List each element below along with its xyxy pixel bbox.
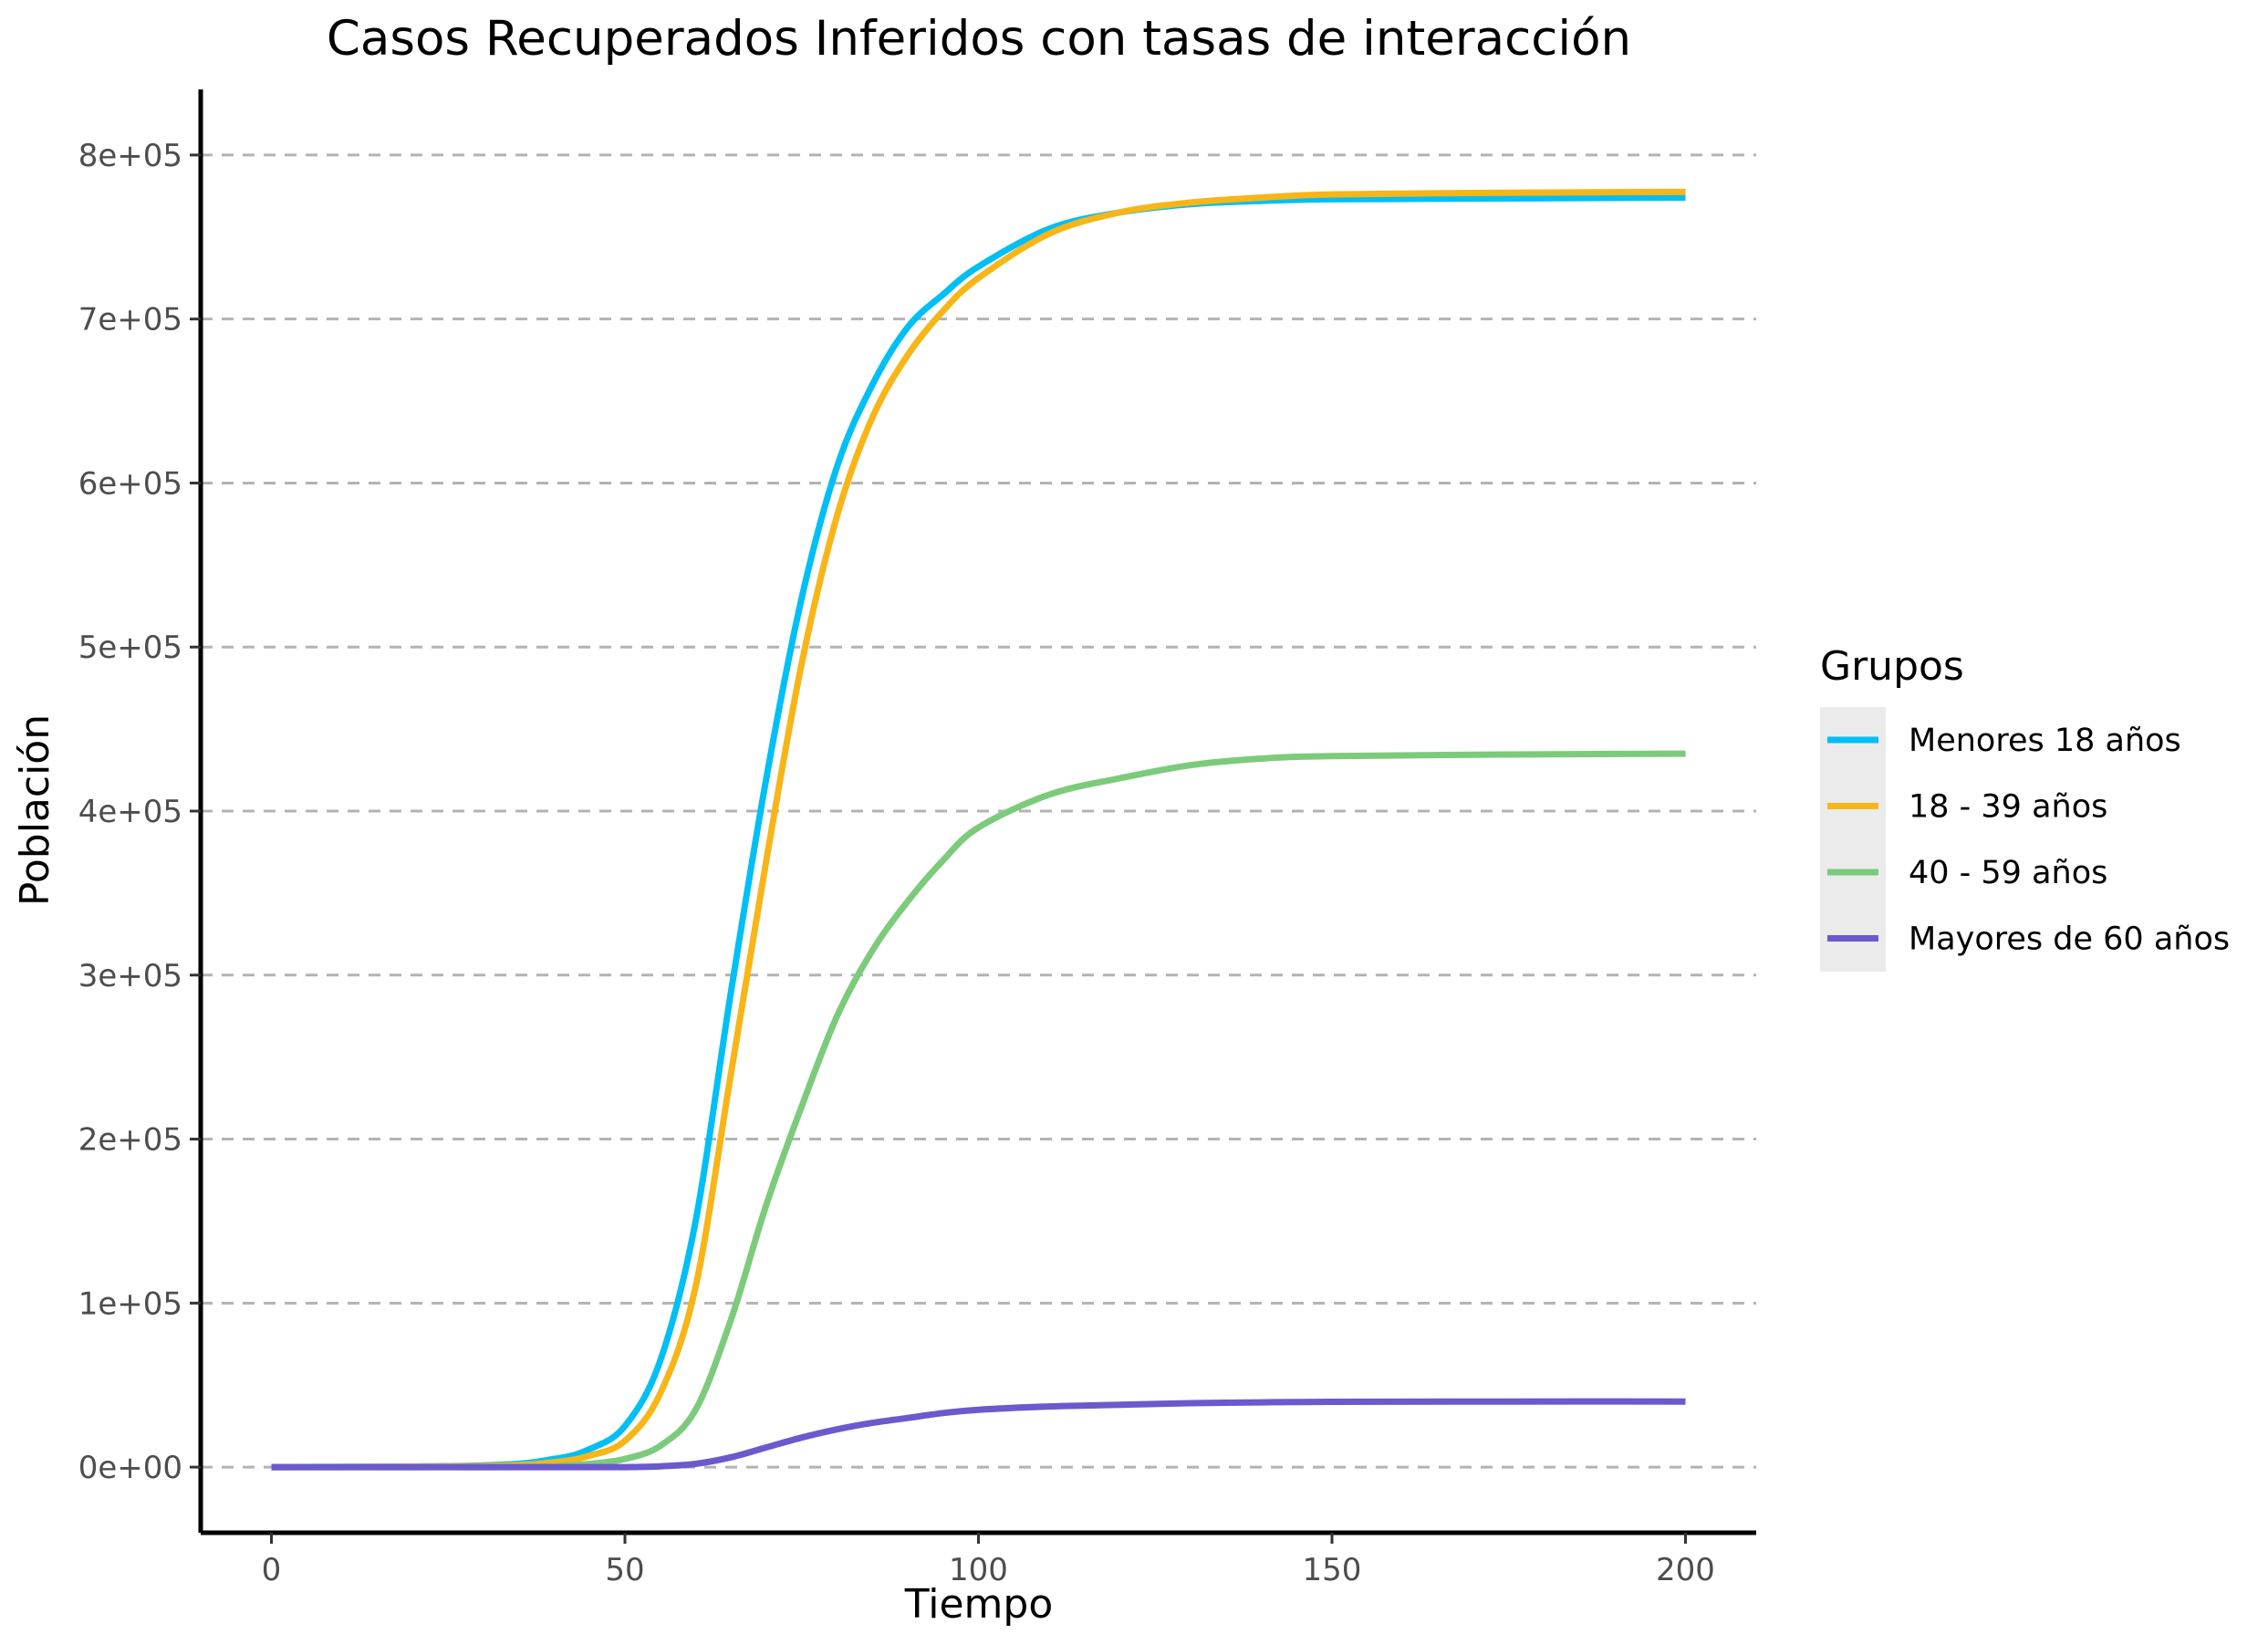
x-axis-title: Tiempo <box>904 1581 1054 1628</box>
legend-label-2: 40 - 59 años <box>1909 855 2107 891</box>
legend-label-3: Mayores de 60 años <box>1909 921 2230 958</box>
series-line-3 <box>271 1398 1686 1471</box>
legend-items: Menores 18 años 18 - 39 años 40 - 59 años M… <box>1827 723 2230 958</box>
x-axis-ticks: 0 50 100 150 200 <box>262 1533 1715 1588</box>
legend-title: Grupos <box>1820 643 1964 690</box>
x-tick-label: 50 <box>605 1552 644 1588</box>
y-tick-label: 0e+00 <box>78 1450 182 1486</box>
y-tick-label: 5e+05 <box>78 630 182 666</box>
legend-label-1: 18 - 39 años <box>1909 789 2107 826</box>
y-tick-label: 8e+05 <box>78 138 182 174</box>
legend-key-background <box>1820 707 1886 972</box>
x-tick-label: 0 <box>262 1552 282 1588</box>
x-tick-label: 150 <box>1303 1552 1362 1588</box>
x-tick-label: 200 <box>1656 1552 1715 1588</box>
chart-title: Casos Recuperados Inferidos con tasas de… <box>327 11 1631 67</box>
y-axis-ticks: 0e+00 1e+05 2e+05 3e+05 4e+05 5e+05 6e+05 7e+05… <box>78 138 201 1486</box>
grid <box>201 153 1756 1469</box>
y-tick-label: 1e+05 <box>78 1285 182 1322</box>
series-line-2 <box>271 750 1686 1471</box>
series-line-1 <box>271 188 1686 1471</box>
legend-label-0: Menores 18 años <box>1909 723 2181 759</box>
y-tick-label: 6e+05 <box>78 465 182 502</box>
y-tick-label: 4e+05 <box>78 794 182 830</box>
y-tick-label: 3e+05 <box>78 958 182 994</box>
y-tick-label: 2e+05 <box>78 1122 182 1159</box>
legend: Grupos Menores 18 años 18 - 39 años 40 - 5… <box>1820 643 2230 972</box>
x-tick-label: 100 <box>949 1552 1008 1588</box>
series-line-0 <box>271 194 1686 1471</box>
y-tick-label: 7e+05 <box>78 302 182 338</box>
y-axis-title: Población <box>12 714 58 906</box>
series-lines <box>271 188 1686 1471</box>
